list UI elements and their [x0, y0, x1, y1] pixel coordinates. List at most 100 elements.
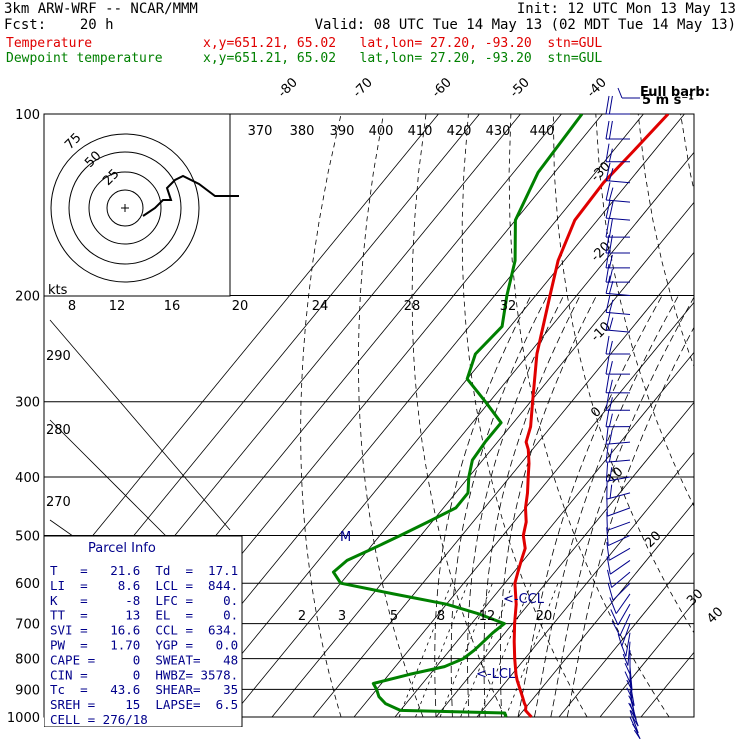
wind-barb-flag	[605, 294, 611, 313]
parcel-info-title: Parcel Info	[88, 541, 156, 556]
pressure-tick-label: 600	[15, 577, 40, 592]
wind-barb-flag	[608, 430, 613, 444]
model-title: 3km ARW-WRF -- NCAR/MMM	[4, 1, 198, 17]
forecast-hour: Fcst: 20 h	[4, 17, 114, 33]
moist-adiabat	[550, 296, 694, 718]
wind-barb-staff	[606, 492, 631, 500]
pressure-tick-label: 700	[15, 618, 40, 633]
mixing-ratio-line	[460, 583, 514, 718]
wind-barb	[605, 264, 631, 283]
wind-barb	[622, 641, 631, 666]
hodograph-trace	[142, 174, 239, 217]
wind-barb-flag	[608, 340, 613, 355]
height-label: 270	[46, 495, 71, 510]
wind-barb-staff	[607, 507, 631, 517]
isotherm-label: -10	[588, 319, 614, 345]
isotherm-line	[476, 451, 694, 718]
wind-barb	[605, 425, 631, 445]
mixing-ratio-line	[505, 583, 559, 718]
isotherm-label: 40	[704, 605, 726, 627]
isotherm-label: 30	[684, 587, 706, 609]
theta-label: 370	[248, 124, 273, 139]
wind-barb	[605, 120, 631, 140]
wind-barb-flag	[605, 264, 610, 283]
wind-barb-flag	[624, 671, 631, 683]
wind-barb-flag	[608, 95, 613, 115]
wind-barb	[609, 593, 631, 614]
wind-barb-flag	[605, 234, 610, 254]
wind-barb-staff	[615, 593, 631, 614]
wind-barb-flag	[605, 374, 610, 393]
isotherm-line	[44, 114, 439, 596]
temperature-profile	[512, 114, 670, 719]
wind-barb-staff	[617, 603, 631, 626]
pressure-tick-label: 200	[15, 290, 40, 305]
wind-barb	[605, 182, 631, 203]
wind-barb-staff	[606, 329, 631, 333]
wind-barb-staff	[606, 459, 631, 463]
dry-adiabat	[595, 114, 694, 508]
dry-adiabat	[508, 114, 670, 718]
mixing-ratio-label: 5	[390, 609, 398, 624]
isotherm-line	[394, 351, 694, 718]
wind-barb-flag	[606, 542, 610, 561]
theta-label: 430	[486, 124, 511, 139]
wind-barb	[605, 219, 631, 238]
isotherm-line	[230, 151, 694, 718]
wind-barb	[606, 511, 631, 531]
wind-barb	[606, 527, 631, 547]
isotherm-label: -60	[429, 75, 455, 101]
wind-barb	[605, 356, 631, 375]
wind-barb-flag	[605, 443, 609, 463]
dry-adiabat	[357, 114, 424, 718]
wind-barb-flag	[620, 644, 627, 657]
parcel-box	[44, 535, 243, 727]
isotherm-label: -40	[584, 75, 610, 101]
barb-legend-barb	[617, 87, 623, 99]
isotherm-line	[353, 301, 694, 718]
wind-barb-flag	[609, 597, 617, 614]
temperature-location-info: x,y=651.21, 65.02 lat,lon= 27.20, -93.20…	[203, 36, 603, 51]
isotherm-line	[312, 251, 694, 718]
wind-barb-staff	[606, 441, 631, 445]
wind-barb-flag	[608, 448, 613, 462]
parcel-info-row: LI = 8.6 LCL = 844.	[50, 578, 238, 593]
wind-barb-staff	[629, 666, 633, 691]
barb-legend-value: 5 m s⁻¹	[642, 93, 694, 108]
wind-barb-flag	[608, 234, 613, 254]
dry-adiabat	[552, 114, 694, 634]
dewpoint-location-info: x,y=651.21, 65.02 lat,lon= 27.20, -93.20…	[203, 51, 603, 66]
hodograph-ring	[68, 151, 182, 265]
wind-barb-staff	[611, 571, 631, 588]
wind-barb-flag	[609, 484, 613, 499]
wind-barb	[620, 632, 631, 657]
pressure-tick-label: 1000	[7, 711, 40, 726]
mixing-ratio-line	[415, 583, 469, 718]
wind-barb-flag	[606, 527, 609, 546]
dry-adiabat	[411, 114, 506, 718]
wind-barb-flag	[605, 120, 610, 140]
wind-speed-label: 12	[109, 299, 126, 314]
wind-barb-staff	[629, 696, 637, 720]
wind-barb-flag	[611, 620, 621, 637]
parcel-info-row: PW = 1.70 YGP = 0.0	[50, 638, 238, 653]
parcel-info-row: CELL = 276/18	[50, 712, 148, 727]
dry-adiabat	[723, 114, 740, 717]
wind-barb	[605, 443, 631, 463]
pressure-tick-label: 300	[15, 396, 40, 411]
wind-barb-staff	[627, 641, 631, 666]
wind-barb-flag	[608, 120, 613, 140]
wind-barb	[605, 335, 631, 355]
theta-label: 440	[530, 124, 555, 139]
wind-barb-flag	[605, 462, 609, 482]
pressure-tick-label: 100	[15, 108, 40, 123]
parcel-info-row: TT = 13 EL = 0.	[50, 608, 238, 623]
parcel-info-row: SVI = 16.6 CCL = 634.	[50, 623, 238, 638]
wind-barb	[629, 716, 641, 740]
moist-adiabat	[566, 326, 694, 718]
wind-barb-flag	[605, 249, 610, 268]
wind-barb	[605, 143, 631, 163]
wind-barb-flag	[610, 609, 619, 626]
wind-barb-staff	[621, 623, 631, 647]
wind-speed-label: 8	[68, 299, 76, 314]
